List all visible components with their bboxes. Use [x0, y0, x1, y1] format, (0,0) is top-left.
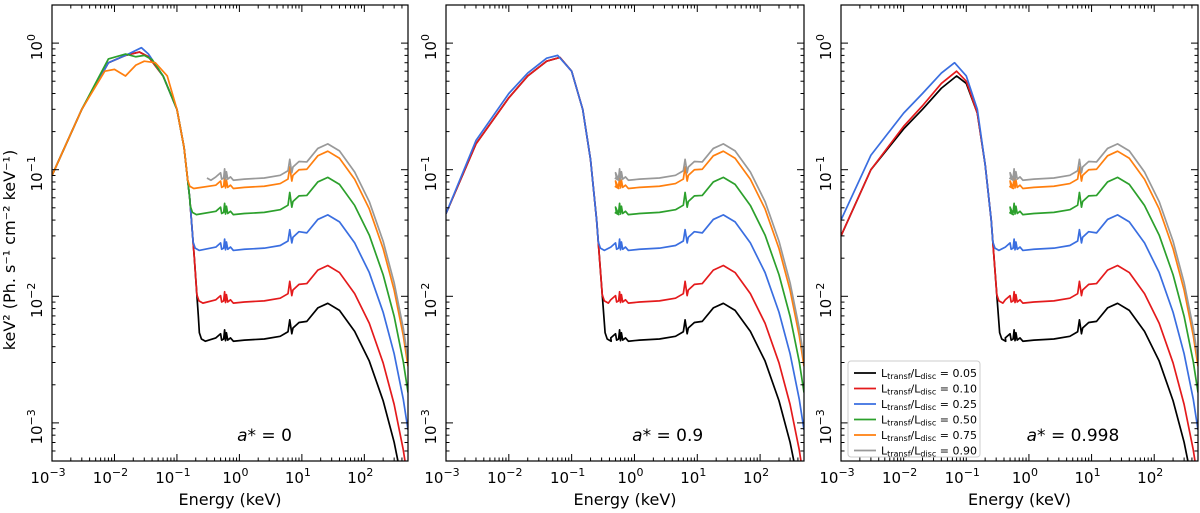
series-line-0-50: [52, 53, 408, 393]
spin-label: a* = 0: [237, 426, 292, 446]
y-tick-label: 10−2: [25, 283, 46, 318]
y-tick-label: 10−1: [419, 156, 440, 191]
panel-spin-0-9: 10−3 10−2 10−1 100 101 102 10−3 10−2 10−1 100 Ener…: [419, 4, 805, 509]
y-tick-label: 10−3: [25, 409, 46, 444]
series-line-0-90: [1008, 143, 1198, 360]
y-tick-label: 100: [814, 34, 835, 60]
legend: Ltransf/Ldisc = 0.05 Ltransf/Ldisc = 0.10…: [847, 360, 981, 459]
series-line-0-50: [1008, 176, 1198, 393]
x-tick-label: 10−3: [424, 466, 459, 487]
x-tick-label: 101: [285, 466, 311, 487]
series-line-0-25: [446, 54, 804, 431]
x-axis-title: Energy (keV): [968, 490, 1071, 509]
y-tick-label: 100: [419, 34, 440, 60]
x-tick-label: 102: [1137, 466, 1163, 487]
y-tick-label: 10−1: [25, 156, 46, 191]
legend-entry: Ltransf/Ldisc = 0.50: [881, 414, 977, 428]
x-tick-label: 101: [680, 466, 706, 487]
series-line-0-25: [841, 61, 1198, 431]
y-tick-label: 10−3: [814, 409, 835, 444]
legend-entry: Ltransf/Ldisc = 0.10: [881, 383, 977, 397]
x-tick-label: 10−1: [945, 466, 980, 487]
series-line-0-75: [52, 60, 408, 367]
x-tick-label: 10−2: [487, 466, 522, 487]
series-line-0-90: [206, 143, 408, 360]
legend-entry: Ltransf/Ldisc = 0.75: [881, 429, 977, 443]
x-tick-label: 102: [347, 466, 373, 487]
x-tick-label: 102: [743, 466, 769, 487]
y-tick-label: 10−3: [419, 409, 440, 444]
y-axis-title: keV² (Ph. s⁻¹ cm⁻² keV⁻¹): [0, 150, 19, 350]
series-line-0-10: [841, 70, 1196, 461]
x-axis-title: Energy (keV): [178, 490, 281, 509]
y-tick-label: 10−2: [419, 283, 440, 318]
x-axis-title: Energy (keV): [573, 490, 676, 509]
legend-entry: Ltransf/Ldisc = 0.25: [881, 398, 977, 412]
spin-label: a* = 0.998: [1027, 426, 1120, 446]
y-tick-label: 10−2: [814, 283, 835, 318]
legend-entry: Ltransf/Ldisc = 0.05: [881, 367, 977, 381]
x-tick-label: 100: [1012, 466, 1038, 487]
x-tick-label: 10−1: [155, 466, 190, 487]
y-tick-label: 10−1: [814, 156, 835, 191]
x-tick-label: 10−3: [819, 466, 854, 487]
series-line-0-50: [614, 176, 804, 393]
series-line-0-90: [614, 143, 804, 360]
x-tick-label: 10−2: [882, 466, 917, 487]
x-tick-label: 100: [222, 466, 248, 487]
spin-label: a* = 0.9: [632, 426, 703, 446]
x-tick-label: 10−1: [550, 466, 585, 487]
legend-entry: Ltransf/Ldisc = 0.90: [881, 445, 977, 459]
x-tick-label: 101: [1075, 466, 1101, 487]
x-tick-label: 100: [617, 466, 643, 487]
x-tick-label: 10−2: [93, 466, 128, 487]
y-tick-label: 100: [25, 34, 46, 60]
legend-box: [847, 360, 981, 458]
x-tick-label: 10−3: [30, 466, 65, 487]
panel-spin-0: 10−3 10−2 10−1 100 101 102 10−3 10−2 10−1 100 Ener…: [25, 4, 409, 509]
panel-spin-0-998: 10−3 10−2 10−1 100 101 102 10−3 10−2 10−1 100 Ener…: [814, 4, 1199, 509]
